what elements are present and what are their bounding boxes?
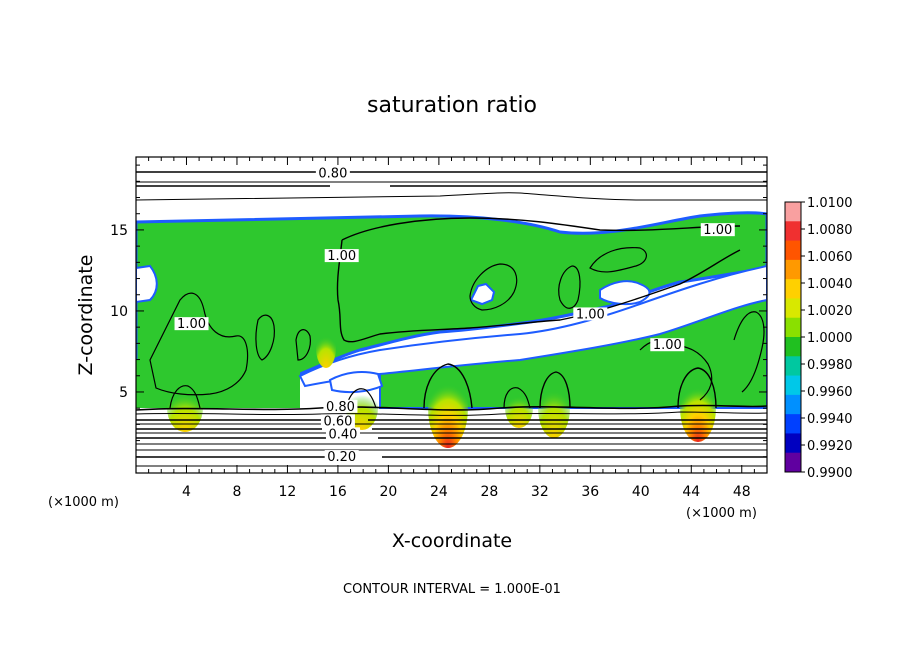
colorbar-label: 0.9920 <box>807 439 853 454</box>
contour-line <box>733 311 765 393</box>
contour-line <box>589 247 647 273</box>
colorbar-swatch <box>785 202 801 222</box>
colorbar-swatch <box>785 259 801 280</box>
contour-line <box>149 292 249 396</box>
contour-label: 0.20 <box>327 450 356 465</box>
contour-label: 1.00 <box>653 338 682 353</box>
x-tick-label: 36 <box>581 484 599 500</box>
contour-line <box>423 363 473 409</box>
contour-label-bg <box>700 223 735 237</box>
colorbar-swatch <box>785 240 801 261</box>
x-unit-right: (×1000 m) <box>686 506 757 521</box>
colorbar-label: 1.0060 <box>807 250 853 265</box>
contour-label: 0.40 <box>328 427 357 442</box>
contour-label-bg <box>324 450 359 464</box>
cloud-region <box>136 211 767 402</box>
updraft-plume <box>316 328 336 368</box>
colorbar-swatch <box>785 221 801 242</box>
colorbar-swatch <box>785 433 801 454</box>
colorbar-label: 1.0040 <box>807 277 853 292</box>
contour-line <box>677 367 717 409</box>
contour-label: 0.80 <box>326 400 355 415</box>
contour-label-bg <box>573 307 608 321</box>
updraft-plume <box>505 388 533 428</box>
colorbar-label: 0.9980 <box>807 358 853 373</box>
colorbar-swatch <box>785 394 801 415</box>
colorbar-label: 0.9960 <box>807 385 853 400</box>
updraft-plume <box>538 378 570 438</box>
contour-line <box>503 387 531 409</box>
contour-label-bg <box>325 427 360 441</box>
contour-label-bg <box>324 249 359 263</box>
contour-label-bg <box>320 414 355 428</box>
contour-line <box>336 239 741 343</box>
contour-label-bg <box>323 399 358 413</box>
colorbar-swatch <box>785 414 801 434</box>
x-tick-label: 44 <box>682 484 700 500</box>
colorbar-label: 1.0100 <box>807 196 853 211</box>
contour-label-bg <box>174 317 209 331</box>
x-tick-label: 8 <box>232 484 241 500</box>
x-tick-label: 16 <box>329 484 347 500</box>
x-unit-left: (×1000 m) <box>48 495 119 510</box>
x-tick-label: 12 <box>279 484 297 500</box>
updraft-plume <box>428 368 468 448</box>
contour-line <box>136 192 767 201</box>
contour-line <box>255 314 275 361</box>
x-tick-label: 48 <box>733 484 751 500</box>
colorbar-swatch <box>785 337 801 357</box>
contour-interval-note: CONTOUR INTERVAL = 1.000E-01 <box>343 582 561 597</box>
contour-line <box>469 263 518 311</box>
lower-contours <box>136 404 767 467</box>
cloud-lower-left <box>136 360 300 408</box>
chart-title: saturation ratio <box>367 93 537 118</box>
contour-line <box>169 385 201 409</box>
clear-gap-cloud <box>469 282 496 306</box>
colorbar-swatch <box>785 375 801 396</box>
y-tick-label: 10 <box>110 304 128 320</box>
contour-label-bg <box>650 338 685 352</box>
colorbar-swatch <box>785 279 801 299</box>
colorbar-label: 0.9900 <box>807 466 853 481</box>
x-tick-label: 40 <box>632 484 650 500</box>
contour-line <box>345 388 377 409</box>
colorbar-swatch <box>785 298 801 319</box>
plot-area: 0.801.001.001.001.001.000.800.600.400.20 <box>136 157 767 473</box>
contour-line <box>341 217 741 241</box>
contour-label: 1.00 <box>576 307 605 322</box>
updraft-plume <box>680 374 716 442</box>
colorbar-label: 0.9940 <box>807 412 853 427</box>
contour-line <box>558 265 581 309</box>
colorbar-label: 1.0080 <box>807 223 853 238</box>
colorbar-swatch <box>785 356 801 377</box>
contour-label-bg <box>315 166 350 180</box>
x-tick-label: 32 <box>531 484 549 500</box>
x-axis-label: X-coordinate <box>392 530 512 552</box>
x-tick-label: 24 <box>430 484 448 500</box>
x-tick-label: 4 <box>182 484 191 500</box>
contour-label: 1.00 <box>327 249 356 264</box>
contour-line <box>539 371 571 409</box>
contour-label: 1.00 <box>703 223 732 238</box>
x-tick-label: 28 <box>480 484 498 500</box>
contour-line <box>295 329 311 361</box>
contour-label: 0.80 <box>318 166 347 181</box>
colorbar-swatch <box>785 317 801 338</box>
y-axis-label: Z-coordinate <box>75 255 97 376</box>
colorbar-label: 1.0000 <box>807 331 853 346</box>
clear-pocket <box>328 371 384 394</box>
colorbar-swatch <box>785 452 801 473</box>
contour-label: 1.00 <box>177 317 206 332</box>
contour-label: 0.60 <box>323 414 352 429</box>
y-tick-label: 5 <box>119 385 128 401</box>
colorbar: 1.0100 1.0080 1.0060 1.0040 1.0020 1.0000 0.99… <box>784 196 853 481</box>
clear-gap-left <box>136 264 158 304</box>
x-tick-label: 20 <box>379 484 397 500</box>
colorbar-label: 1.0020 <box>807 304 853 319</box>
y-tick-label: 15 <box>110 223 128 239</box>
